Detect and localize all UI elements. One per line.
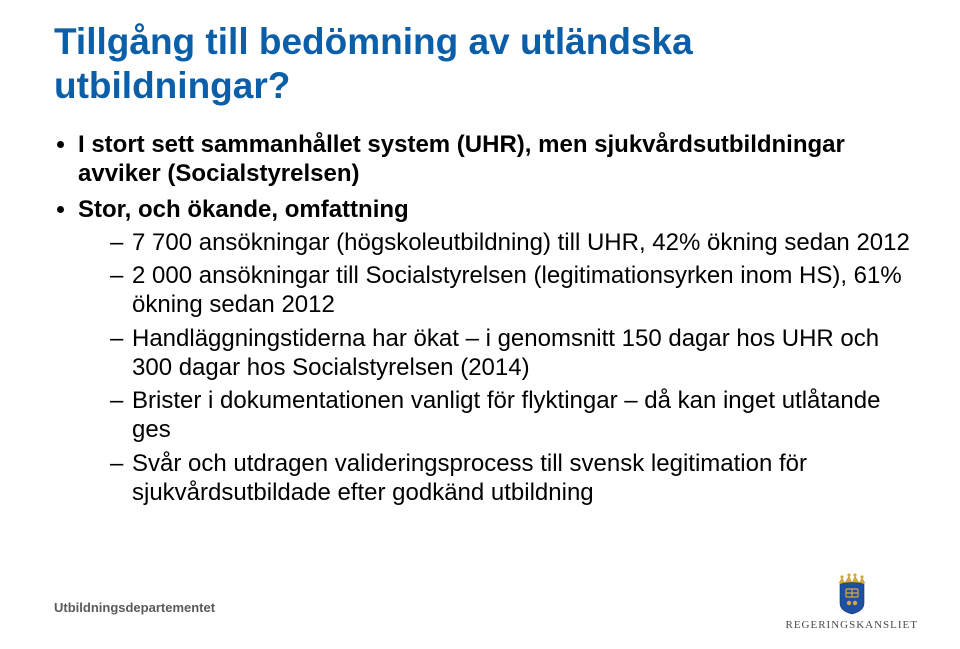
bullet-list-level2: 7 700 ansökningar (högskoleutbildning) t… bbox=[78, 228, 914, 507]
bullet-level1-label: Stor, och ökande, omfattning bbox=[78, 196, 409, 223]
slide-content: I stort sett sammanhållet system (UHR), … bbox=[54, 130, 914, 513]
slide: Tillgång till bedömning av utländska utb… bbox=[0, 0, 960, 649]
bullet-level2-item: 7 700 ansökningar (högskoleutbildning) t… bbox=[110, 228, 914, 257]
bullet-level2-item: Handläggningstiderna har ökat – i genoms… bbox=[110, 324, 914, 383]
crown-crest-icon bbox=[829, 569, 875, 615]
bullet-level2-item: Brister i dokumentationen vanligt för fl… bbox=[110, 386, 914, 445]
gov-logo: REGERINGSKANSLIET bbox=[786, 569, 919, 631]
footer-text: Utbildningsdepartementet bbox=[54, 600, 215, 615]
bullet-level1-item: Stor, och ökande, omfattning 7 700 ansök… bbox=[78, 195, 914, 508]
logo-text: REGERINGSKANSLIET bbox=[786, 619, 919, 631]
bullet-level2-item: 2 000 ansökningar till Socialstyrelsen (… bbox=[110, 261, 914, 320]
bullet-level1-item: I stort sett sammanhållet system (UHR), … bbox=[78, 130, 914, 189]
bullet-level2-item: Svår och utdragen valideringsprocess til… bbox=[110, 449, 914, 508]
bullet-list-level1: I stort sett sammanhållet system (UHR), … bbox=[54, 130, 914, 507]
slide-title: Tillgång till bedömning av utländska utb… bbox=[54, 20, 894, 107]
